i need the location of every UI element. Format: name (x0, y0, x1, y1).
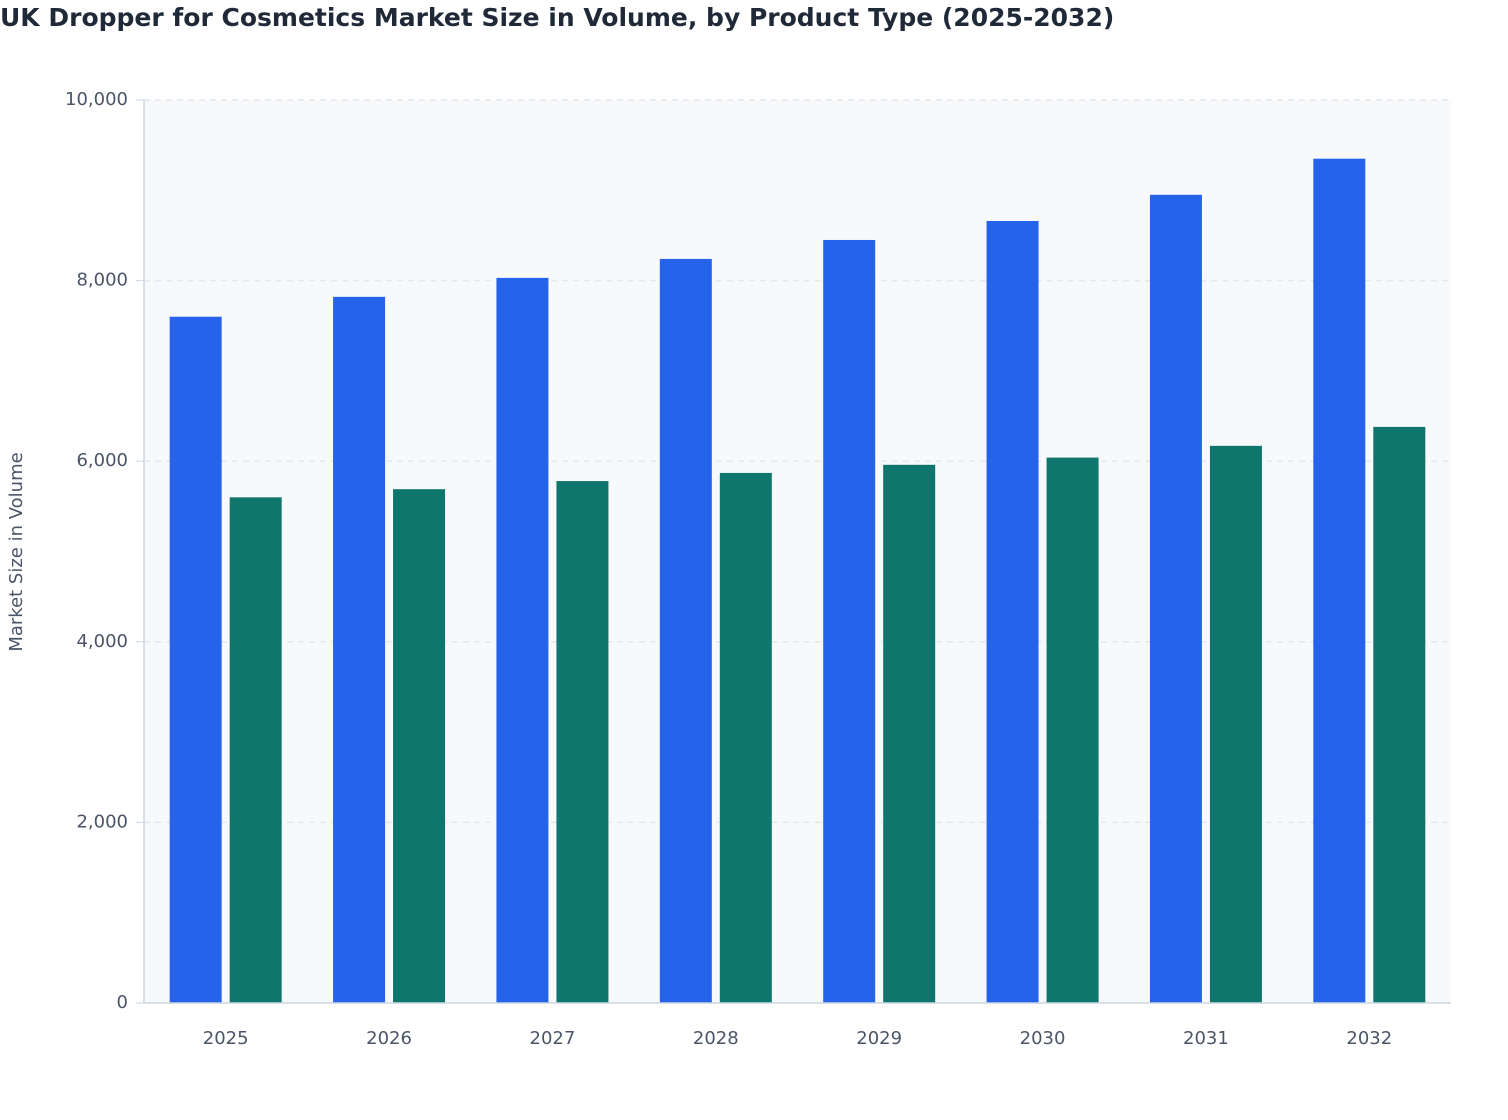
x-tick-label: 2026 (366, 1028, 412, 1049)
x-tick-label: 2031 (1183, 1028, 1229, 1049)
bar (333, 296, 386, 1003)
bar (1313, 158, 1366, 1003)
chart-title: UK Dropper for Cosmetics Market Size in … (0, 3, 1114, 32)
x-tick-label: 2028 (693, 1028, 739, 1049)
bar (556, 481, 609, 1003)
y-tick-label: 4,000 (76, 631, 128, 652)
bar (823, 239, 876, 1004)
bar (1373, 426, 1426, 1003)
x-tick-label: 2025 (203, 1028, 249, 1049)
y-tick-label: 8,000 (76, 270, 128, 291)
y-axis-label: Market Size in Volume (6, 452, 27, 651)
bar (496, 277, 549, 1003)
x-tick-label: 2030 (1020, 1028, 1066, 1049)
bar (169, 316, 222, 1004)
bar (229, 497, 282, 1003)
bar (1149, 194, 1202, 1003)
y-tick-label: 2,000 (76, 811, 128, 832)
bar (719, 472, 772, 1004)
bar (883, 464, 936, 1003)
bar (659, 258, 712, 1004)
y-tick-label: 10,000 (65, 89, 128, 110)
y-tick-label: 6,000 (76, 450, 128, 471)
bar (986, 221, 1039, 1003)
bar (1209, 445, 1262, 1003)
x-tick-label: 2029 (856, 1028, 902, 1049)
y-tick-label: 0 (117, 992, 128, 1013)
x-tick-label: 2027 (530, 1028, 576, 1049)
x-tick-label: 2032 (1346, 1028, 1392, 1049)
bar (393, 489, 446, 1003)
bar (1046, 457, 1099, 1003)
